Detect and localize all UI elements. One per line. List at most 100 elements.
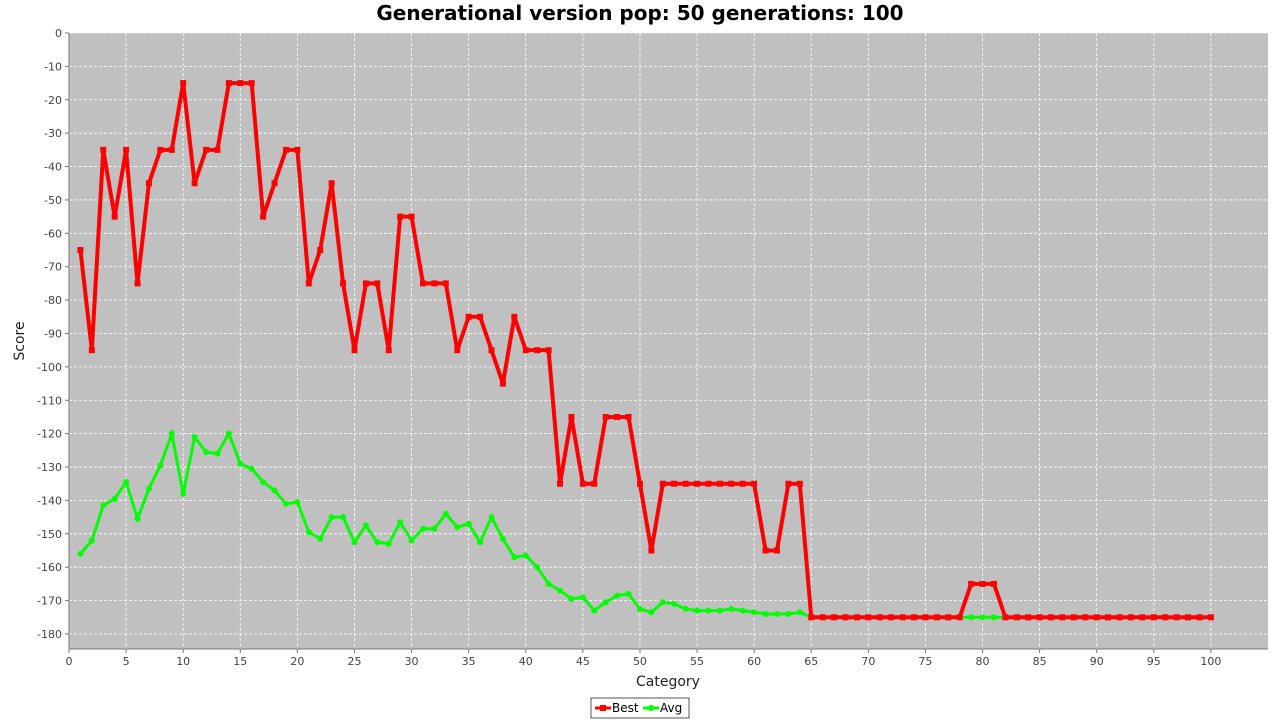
avg-point <box>340 514 347 521</box>
avg-point <box>442 510 449 517</box>
best-point <box>123 146 130 153</box>
best-point <box>340 280 347 287</box>
x-tick-label: 35 <box>462 655 476 668</box>
avg-point <box>762 610 769 617</box>
best-point <box>385 347 392 354</box>
avg-point <box>671 600 678 607</box>
best-point <box>488 347 495 354</box>
best-point <box>271 180 278 187</box>
best-point <box>751 480 758 487</box>
best-point <box>933 614 940 621</box>
x-tick-label: 5 <box>123 655 130 668</box>
best-point <box>1207 614 1214 621</box>
best-series <box>77 80 1214 621</box>
y-tick-label: -110 <box>37 394 62 407</box>
best-point <box>465 313 472 320</box>
best-point <box>1093 614 1100 621</box>
best-point <box>100 146 107 153</box>
avg-point <box>716 607 723 614</box>
best-point <box>77 247 84 254</box>
legend-label: Best <box>612 701 639 715</box>
avg-point <box>214 450 221 457</box>
best-point <box>1025 614 1032 621</box>
x-tick-label: 80 <box>976 655 990 668</box>
best-point <box>785 480 792 487</box>
best-point <box>1036 614 1043 621</box>
avg-point <box>659 599 666 606</box>
avg-point <box>397 519 404 526</box>
best-point <box>922 614 929 621</box>
x-tick-label: 55 <box>690 655 704 668</box>
avg-point <box>579 594 586 601</box>
y-tick-label: -150 <box>37 528 62 541</box>
avg-point <box>351 539 358 546</box>
best-point <box>876 614 883 621</box>
y-tick-label: -70 <box>44 261 62 274</box>
y-tick-label: -50 <box>44 194 62 207</box>
avg-point <box>796 609 803 616</box>
avg-point <box>408 537 415 544</box>
best-point <box>728 480 735 487</box>
best-point <box>180 80 187 87</box>
avg-point <box>134 515 141 522</box>
best-point <box>694 480 701 487</box>
y-tick-label: 0 <box>55 27 62 40</box>
avg-point <box>260 479 267 486</box>
best-point <box>397 213 404 220</box>
best-point <box>705 480 712 487</box>
best-point <box>796 480 803 487</box>
best-point <box>979 580 986 587</box>
best-point <box>602 413 609 420</box>
avg-point <box>168 430 175 437</box>
avg-point <box>728 605 735 612</box>
x-tick-label: 90 <box>1090 655 1104 668</box>
best-point <box>1082 614 1089 621</box>
avg-point <box>419 525 426 532</box>
best-point <box>1185 614 1192 621</box>
y-tick-label: -180 <box>37 628 62 641</box>
best-point <box>282 146 289 153</box>
avg-point <box>225 430 232 437</box>
x-tick-label: 30 <box>405 655 419 668</box>
avg-point <box>123 479 130 486</box>
best-point <box>762 547 769 554</box>
best-point <box>454 347 461 354</box>
best-point <box>408 213 415 220</box>
avg-point <box>145 485 152 492</box>
best-point <box>1059 614 1066 621</box>
avg-point <box>385 540 392 547</box>
best-point <box>636 480 643 487</box>
x-tick-label: 65 <box>804 655 818 668</box>
y-tick-label: -80 <box>44 294 62 307</box>
legend-swatch-marker <box>600 705 606 711</box>
avg-point <box>682 605 689 612</box>
best-point <box>1105 614 1112 621</box>
avg-point <box>568 595 575 602</box>
x-tick-label: 0 <box>66 655 73 668</box>
best-point <box>1116 614 1123 621</box>
best-point <box>237 80 244 87</box>
best-point <box>990 580 997 587</box>
avg-point <box>203 449 210 456</box>
y-tick-label: -140 <box>37 494 62 507</box>
x-tick-label: 75 <box>918 655 932 668</box>
best-point <box>260 213 267 220</box>
x-tick-label: 50 <box>633 655 647 668</box>
best-point <box>88 347 95 354</box>
best-point <box>328 180 335 187</box>
best-point <box>477 313 484 320</box>
avg-point <box>785 610 792 617</box>
x-tick-label: 100 <box>1200 655 1221 668</box>
best-point <box>351 347 358 354</box>
best-point <box>225 80 232 87</box>
legend: Best Avg <box>590 697 690 719</box>
best-point <box>819 614 826 621</box>
best-point <box>545 347 552 354</box>
x-tick-label: 85 <box>1033 655 1047 668</box>
avg-point <box>739 607 746 614</box>
x-tick-label: 45 <box>576 655 590 668</box>
y-tick-label: -90 <box>44 327 62 340</box>
y-tick-label: -20 <box>44 94 62 107</box>
x-axis-label: Category <box>636 674 700 690</box>
avg-point <box>237 460 244 467</box>
